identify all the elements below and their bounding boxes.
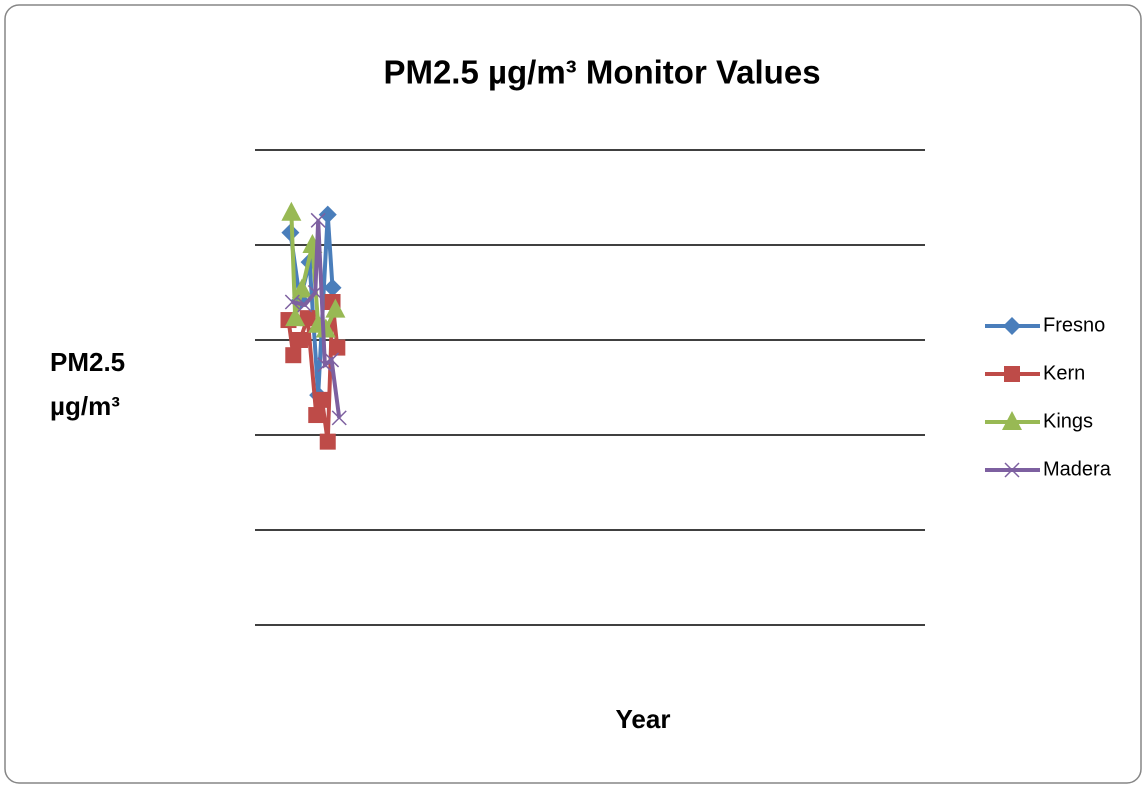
data-point (329, 339, 346, 356)
data-point (308, 407, 325, 424)
data-point (284, 294, 300, 310)
chart-border (4, 4, 1142, 784)
legend-label: Kern (1043, 362, 1085, 384)
data-point (285, 347, 302, 364)
data-point (314, 391, 330, 408)
data-point (281, 201, 302, 221)
legend-marker (1004, 366, 1020, 382)
legend-marker (1002, 411, 1022, 430)
data-point (285, 307, 306, 327)
data-point (291, 278, 312, 298)
data-point (319, 433, 336, 450)
data-point (317, 357, 333, 373)
data-point (310, 212, 326, 228)
data-point (291, 332, 308, 348)
legend-label: Madera (1043, 458, 1112, 480)
data-point (299, 310, 316, 327)
data-point (331, 410, 347, 426)
legend-label: Fresno (1043, 314, 1105, 336)
y-axis-title: PM2.5 µg/m³ (50, 347, 126, 421)
data-point (323, 278, 342, 297)
data-point (324, 352, 340, 368)
data-point (307, 284, 323, 301)
legend-marker (1004, 462, 1020, 478)
legend-marker (1003, 317, 1021, 335)
legend-label: Kings (1043, 410, 1093, 432)
data-point (318, 205, 337, 224)
data-point (315, 318, 336, 338)
data-point (297, 297, 313, 313)
x-axis-title: Year (616, 704, 671, 734)
chart-title: PM2.5 µg/m³ Monitor Values (383, 54, 820, 91)
data-point (325, 298, 346, 318)
